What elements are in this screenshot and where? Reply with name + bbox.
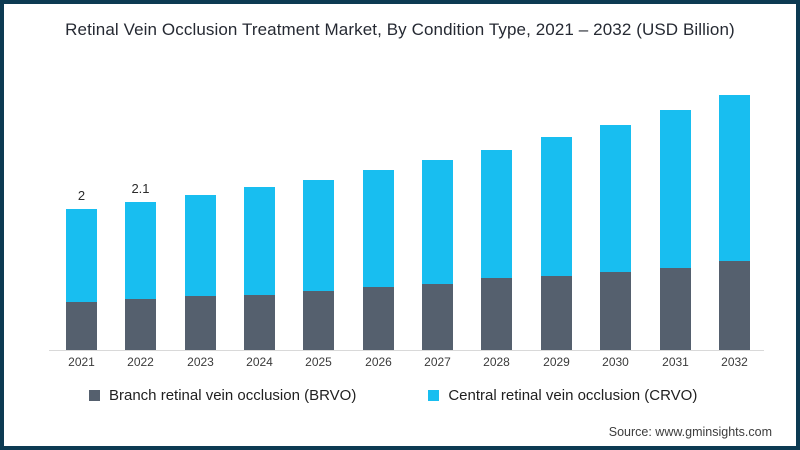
source-text: Source: www.gminsights.com — [608, 425, 772, 439]
bar-2032 — [719, 95, 750, 350]
segment-brvo — [422, 284, 453, 350]
bar-2031 — [660, 110, 691, 350]
legend-label-brvo: Branch retinal vein occlusion (BRVO) — [109, 387, 357, 404]
segment-brvo — [185, 296, 216, 350]
segment-crvo — [719, 95, 750, 261]
bar-2029 — [541, 137, 572, 350]
x-tick-label: 2027 — [424, 355, 451, 369]
segment-crvo — [185, 195, 216, 296]
bar-2023 — [185, 195, 216, 350]
plot-area: 2 2.1 — [49, 63, 764, 351]
x-tick-label: 2021 — [68, 355, 95, 369]
legend-item-brvo: Branch retinal vein occlusion (BRVO) — [89, 387, 356, 404]
segment-brvo — [481, 278, 512, 350]
x-tick-label: 2029 — [543, 355, 570, 369]
segment-brvo — [303, 291, 334, 350]
segment-crvo — [660, 110, 691, 268]
bar-2025 — [303, 180, 334, 350]
bar-2022: 2.1 — [125, 181, 156, 350]
segment-crvo — [244, 187, 275, 295]
bar-2030 — [600, 125, 631, 350]
legend-swatch — [428, 390, 440, 401]
x-tick-label: 2032 — [721, 355, 748, 369]
bar-2024 — [244, 187, 275, 350]
chart-title: Retinal Vein Occlusion Treatment Market,… — [65, 20, 735, 39]
x-tick-label: 2024 — [246, 355, 273, 369]
segment-crvo — [541, 137, 572, 276]
x-tick-label: 2028 — [483, 355, 510, 369]
segment-crvo — [481, 150, 512, 278]
segment-brvo — [66, 302, 97, 350]
segment-brvo — [719, 261, 750, 350]
legend-swatch — [89, 390, 100, 401]
x-tick-label: 2030 — [602, 355, 629, 369]
segment-crvo — [125, 202, 156, 299]
segment-brvo — [363, 287, 394, 350]
bar-total-label: 2 — [77, 188, 86, 203]
bar-total-label: 2.1 — [131, 181, 150, 196]
legend-item-crvo: Central retinal vein occlusion (CRVO) — [428, 387, 697, 404]
segment-crvo — [66, 209, 97, 302]
x-tick-label: 2023 — [187, 355, 214, 369]
x-tick-label: 2022 — [127, 355, 154, 369]
x-tick-label: 2031 — [662, 355, 689, 369]
segment-crvo — [363, 170, 394, 287]
legend: Branch retinal vein occlusion (BRVO) Cen… — [89, 387, 697, 404]
segment-brvo — [600, 272, 631, 350]
segment-crvo — [600, 125, 631, 272]
bar-2028 — [481, 150, 512, 350]
x-tick-label: 2025 — [305, 355, 332, 369]
bar-2026 — [363, 170, 394, 350]
x-tick-label: 2026 — [365, 355, 392, 369]
segment-brvo — [541, 276, 572, 350]
legend-label-crvo: Central retinal vein occlusion (CRVO) — [448, 387, 698, 404]
segment-brvo — [660, 268, 691, 350]
segment-brvo — [244, 295, 275, 350]
segment-crvo — [422, 160, 453, 284]
bar-2027 — [422, 160, 453, 350]
segment-crvo — [303, 180, 334, 291]
x-axis: 2021 2022 2023 2024 2025 2026 2027 2028 2029 2030… — [49, 355, 764, 373]
segment-brvo — [125, 299, 156, 350]
bar-2021: 2 — [66, 188, 97, 350]
